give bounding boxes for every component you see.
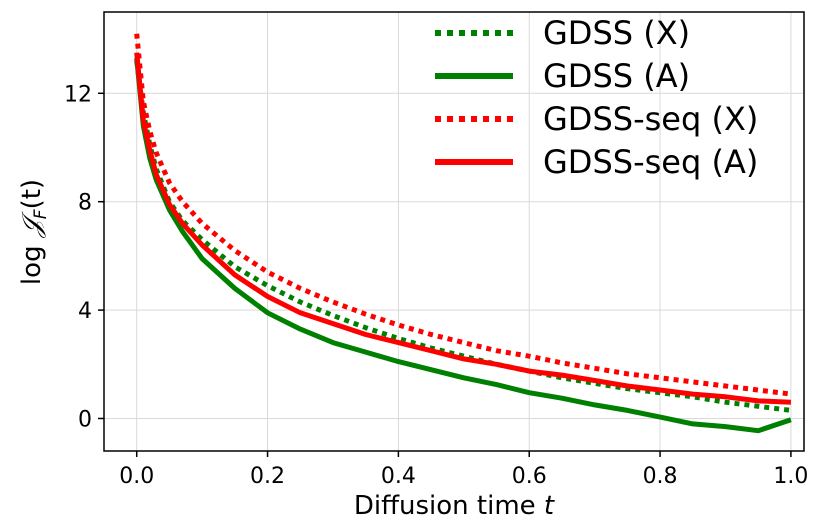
grid bbox=[104, 12, 804, 451]
plot-lines bbox=[134, 33, 792, 434]
x-tick-label: 0.6 bbox=[512, 464, 547, 489]
legend-label-gdss-seq-a: GDSS-seq (A) bbox=[543, 143, 758, 181]
legend-label-gdss-seq-x: GDSS-seq (X) bbox=[543, 100, 758, 138]
y-axis-ticks: 0 4 8 12 bbox=[64, 82, 104, 432]
y-tick-label: 0 bbox=[78, 407, 92, 432]
plot-frame bbox=[103, 11, 805, 452]
x-tick-label: 1.0 bbox=[773, 464, 808, 489]
y-tick-label: 12 bbox=[64, 82, 92, 107]
series-line-gdss-seq-a bbox=[134, 52, 791, 405]
series-line-gdss-x bbox=[134, 60, 792, 413]
x-tick-label: 0.4 bbox=[381, 464, 416, 489]
series-line-gdss-a bbox=[134, 57, 792, 434]
x-tick-label: 0.0 bbox=[119, 464, 154, 489]
legend-label-gdss-a: GDSS (A) bbox=[543, 57, 690, 95]
x-axis-ticks: 0.0 0.2 0.4 0.6 0.8 1.0 bbox=[119, 451, 808, 489]
y-tick-label: 4 bbox=[78, 299, 92, 324]
x-tick-label: 0.8 bbox=[643, 464, 678, 489]
y-tick-label: 8 bbox=[78, 191, 92, 216]
x-axis-label: Diffusion time t bbox=[354, 491, 555, 521]
x-tick-label: 0.2 bbox=[250, 464, 285, 489]
legend: GDSS (X) GDSS (A) GDSS-seq (X) GDSS-seq (A) bbox=[435, 14, 758, 181]
legend-label-gdss-x: GDSS (X) bbox=[543, 14, 690, 52]
series-line-gdss-seq-x bbox=[134, 33, 792, 397]
y-axis-label: log 𝒥F(t) bbox=[17, 179, 51, 285]
